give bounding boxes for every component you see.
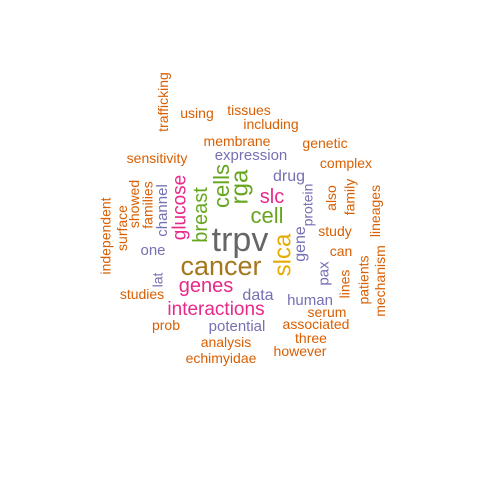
word-also: also	[323, 185, 339, 211]
word-however: however	[273, 343, 327, 359]
word-three: three	[295, 330, 327, 346]
word-rga: rga	[226, 169, 253, 205]
word-potential: potential	[208, 317, 266, 335]
word-cell: cell	[250, 203, 284, 228]
word-trafficking: trafficking	[154, 72, 171, 132]
word-glucose: glucose	[169, 174, 191, 240]
word-human: human	[287, 291, 333, 309]
word-trpv: trpv	[211, 221, 269, 259]
word-studies: studies	[119, 286, 165, 302]
word-slc: slc	[259, 186, 285, 208]
word-families: families	[140, 181, 156, 229]
word-sensitivity: sensitivity	[126, 150, 188, 166]
word-one: one	[140, 241, 166, 259]
word-drug: drug	[272, 168, 306, 185]
word-including: including	[243, 116, 299, 132]
word-mechanism: mechanism	[372, 245, 388, 317]
word-using: using	[180, 105, 214, 121]
word-cancer: cancer	[180, 250, 262, 281]
word-serum: serum	[307, 304, 347, 320]
word-lineages: lineages	[367, 184, 383, 238]
word-study: study	[318, 223, 352, 239]
word-expression: expression	[214, 146, 288, 164]
word-tissues: tissues	[227, 102, 271, 118]
word-can: can	[329, 243, 353, 259]
word-complex: complex	[319, 155, 373, 171]
word-membrane: membrane	[203, 133, 271, 149]
word-surface: surface	[113, 205, 130, 251]
word-protein: protein	[299, 183, 315, 227]
word-patients: patients	[355, 255, 372, 305]
word-gene: gene	[292, 226, 309, 262]
word-lines: lines	[335, 269, 352, 299]
word-interactions: interactions	[167, 298, 265, 320]
word-analysis: analysis	[200, 334, 252, 350]
word-independent: independent	[97, 197, 114, 275]
word-genes: genes	[178, 275, 234, 297]
word-pax: pax	[315, 260, 333, 286]
word-channel: channel	[153, 183, 171, 237]
word-prob: prob	[151, 317, 181, 333]
word-breast: breast	[190, 187, 212, 243]
word-data: data	[242, 287, 274, 304]
word-genetic: genetic	[302, 135, 348, 151]
word-associated: associated	[282, 316, 350, 332]
word-echimyidae: echimyidae	[185, 350, 257, 366]
word-family: family	[341, 178, 357, 216]
